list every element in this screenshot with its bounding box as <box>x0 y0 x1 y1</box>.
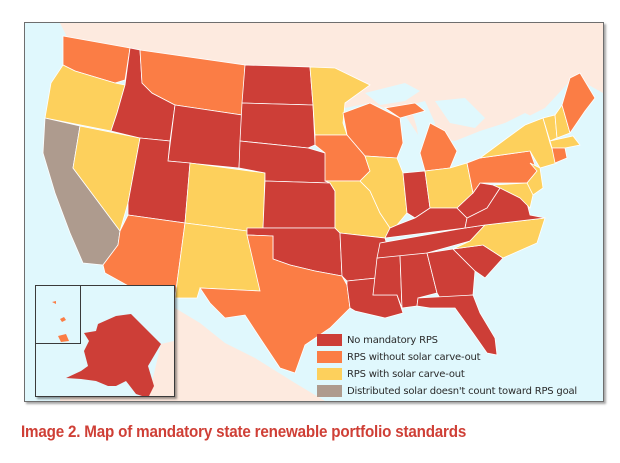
state-MA <box>549 135 581 149</box>
figure-caption: Image 2. Map of mandatory state renewabl… <box>21 423 467 441</box>
inset-map <box>52 301 174 396</box>
legend-item-rps-no-solar: RPS without solar carve-out <box>317 349 603 365</box>
state-KS <box>262 180 336 229</box>
state-FL <box>416 294 498 356</box>
hawaii-inset-box <box>36 286 81 344</box>
state-SD <box>239 102 316 149</box>
legend-swatch <box>317 368 342 380</box>
state-ND <box>241 64 314 106</box>
alaska-hawaii-inset <box>35 285 175 397</box>
map-legend: No mandatory RPS RPS without solar carve… <box>317 332 603 400</box>
state-HI <box>52 301 69 342</box>
state-CO <box>184 162 266 234</box>
legend-item-distributed-not-counted: Distributed solar doesn't count toward R… <box>317 383 603 399</box>
state-AK <box>66 314 161 396</box>
state-ME <box>561 72 596 134</box>
map-frame: No mandatory RPS RPS without solar carve… <box>24 22 604 402</box>
legend-label: Distributed solar doesn't count toward R… <box>347 385 577 397</box>
state-NV <box>72 125 141 232</box>
state-WY <box>167 104 243 169</box>
legend-label: RPS without solar carve-out <box>347 351 481 363</box>
legend-swatch <box>317 385 342 397</box>
state-TX <box>199 234 351 374</box>
legend-item-rps-solar: RPS with solar carve-out <box>317 366 603 382</box>
legend-swatch <box>317 351 342 363</box>
great-lakes <box>365 83 535 153</box>
state-CT-RI <box>551 147 568 164</box>
legend-swatch <box>317 334 342 346</box>
legend-label: No mandatory RPS <box>347 334 438 346</box>
canada-yukon-land <box>148 341 174 396</box>
state-MN <box>309 66 371 136</box>
state-NY <box>479 117 558 169</box>
state-MD-DE <box>492 182 534 209</box>
legend-label: RPS with solar carve-out <box>347 368 465 380</box>
legend-item-no-rps: No mandatory RPS <box>317 332 603 348</box>
